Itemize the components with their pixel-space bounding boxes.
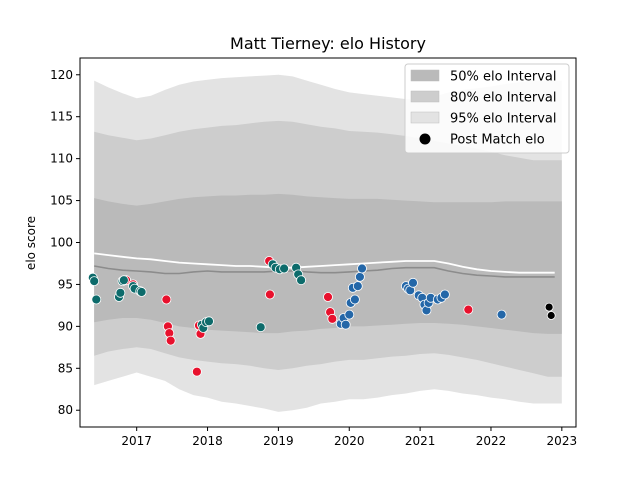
y-tick-label: 80 bbox=[58, 403, 73, 417]
legend-label: 80% elo Interval bbox=[450, 91, 557, 106]
mean-line bbox=[94, 252, 555, 274]
x-tick-label: 2020 bbox=[334, 434, 365, 448]
y-tick-label: 110 bbox=[50, 152, 73, 166]
legend-label: Post Match elo bbox=[450, 133, 545, 148]
legend-marker bbox=[419, 133, 431, 145]
y-tick-label: 120 bbox=[50, 68, 73, 82]
y-tick-label: 115 bbox=[50, 110, 73, 124]
match-point-win_late bbox=[352, 281, 363, 292]
match-point-win_early bbox=[119, 275, 129, 286]
match-point-win_late bbox=[357, 263, 367, 274]
chart-title: Matt Tierney: elo History bbox=[230, 34, 426, 53]
match-point-loss bbox=[165, 335, 176, 346]
match-point-win_late bbox=[340, 319, 351, 330]
match-point-win_late bbox=[344, 309, 355, 320]
match-point-win_early bbox=[255, 322, 266, 333]
match-point-win_early bbox=[296, 275, 307, 286]
match-point-win_late bbox=[354, 271, 365, 282]
trend-lines bbox=[94, 252, 555, 278]
match-point-win_early bbox=[136, 287, 147, 297]
y-axis-label: elo score bbox=[24, 216, 38, 270]
match-point-win_late bbox=[408, 277, 418, 288]
legend-label: 95% elo Interval bbox=[450, 112, 557, 127]
legend-swatch bbox=[410, 69, 440, 82]
legend-label: 50% elo Interval bbox=[450, 70, 557, 85]
confidence-bands bbox=[94, 74, 562, 412]
match-point-win_early bbox=[115, 287, 126, 298]
y-tick-label: 105 bbox=[50, 194, 73, 208]
match-point-loss bbox=[191, 366, 202, 377]
chart-legend: 50% elo Interval 80% elo Interval 95% elo … bbox=[404, 63, 570, 154]
x-tick-label: 2019 bbox=[263, 434, 294, 448]
x-tick-label: 2023 bbox=[547, 434, 578, 448]
match-point-win_early bbox=[91, 294, 102, 305]
x-tick-label: 2022 bbox=[476, 434, 507, 448]
y-tick-label: 90 bbox=[58, 319, 73, 333]
match-point-loss bbox=[327, 313, 338, 324]
legend-swatch bbox=[410, 111, 440, 124]
match-point-win_early bbox=[204, 316, 214, 327]
match-point-loss bbox=[323, 292, 333, 302]
y-tick-label: 95 bbox=[58, 277, 73, 291]
y-tick-label: 85 bbox=[58, 361, 73, 375]
median-line bbox=[94, 265, 555, 278]
legend-swatch bbox=[410, 90, 440, 103]
match-point-latest bbox=[544, 302, 554, 312]
match-point-win_late bbox=[496, 309, 507, 320]
match-point-latest bbox=[546, 311, 556, 320]
match-point-loss bbox=[161, 294, 172, 305]
match-point-win_early bbox=[89, 276, 100, 287]
x-axis-ticks: 2017 2018 2019 2020 2021 2022 2023 bbox=[121, 427, 577, 448]
legend-frame bbox=[404, 63, 570, 154]
y-axis-ticks: 80 85 90 95 100 105 110 115 120 bbox=[50, 68, 80, 417]
match-point-win_late bbox=[439, 289, 450, 300]
x-tick-label: 2018 bbox=[192, 434, 223, 448]
match-point-loss bbox=[463, 304, 474, 315]
match-point-win_late bbox=[349, 294, 360, 305]
match-points bbox=[87, 256, 556, 377]
match-point-loss bbox=[264, 289, 275, 300]
match-point-win_early bbox=[279, 263, 290, 274]
x-tick-label: 2021 bbox=[405, 434, 436, 448]
y-tick-label: 100 bbox=[50, 236, 73, 250]
x-tick-label: 2017 bbox=[121, 434, 152, 448]
